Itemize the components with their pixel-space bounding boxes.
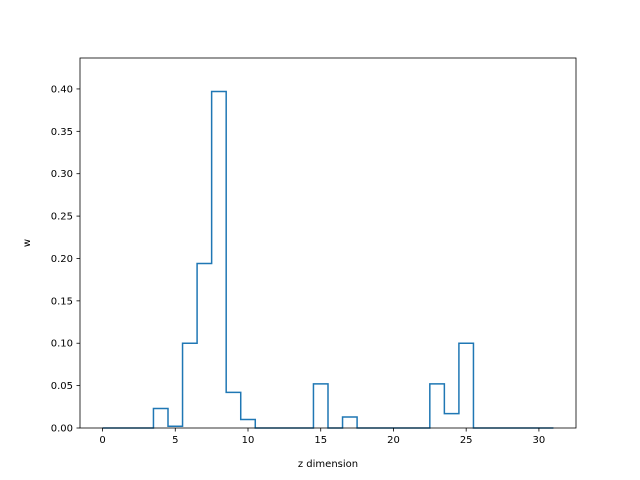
- y-tick-label: 0.10: [51, 339, 73, 350]
- y-tick-label: 0.05: [51, 381, 73, 392]
- y-tick-label: 0.40: [51, 84, 73, 95]
- x-tick-label: 30: [533, 435, 546, 446]
- y-tick-label: 0.35: [51, 127, 73, 138]
- y-tick-label: 0.20: [51, 254, 73, 265]
- x-tick-label: 0: [99, 435, 105, 446]
- x-tick-label: 20: [387, 435, 400, 446]
- y-tick-label: 0.30: [51, 169, 73, 180]
- axes-frame: [79, 57, 577, 429]
- y-tick-label: 0.00: [51, 424, 73, 435]
- y-tick-label: 0.25: [51, 212, 73, 223]
- y-axis-label: w: [22, 239, 33, 247]
- x-axis: 0 5 10 15 20 25 30: [99, 428, 545, 446]
- plot-area: [102, 90, 554, 429]
- x-tick-label: 5: [172, 435, 178, 446]
- y-tick-label: 0.15: [51, 296, 73, 307]
- y-axis: 0.00 0.05 0.10 0.15 0.20 0.25 0.30 0.35 0.40: [51, 84, 80, 435]
- x-tick-label: 25: [460, 435, 473, 446]
- x-tick-label: 10: [242, 435, 255, 446]
- x-axis-label: z dimension: [298, 459, 358, 470]
- series-line: [102, 90, 554, 429]
- x-tick-label: 15: [314, 435, 327, 446]
